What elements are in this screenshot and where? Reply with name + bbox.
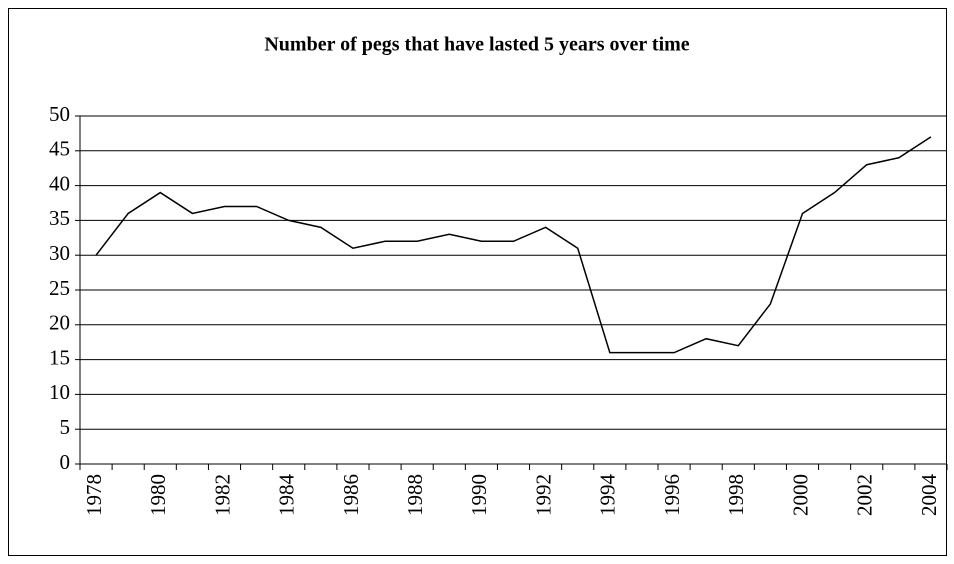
x-tick-label: 1998: [724, 474, 748, 516]
y-tick-label: 15: [49, 345, 70, 369]
x-tick-label: 2000: [788, 474, 812, 516]
x-tick-label: 2004: [917, 474, 941, 517]
y-tick-label: 5: [60, 415, 71, 439]
y-tick-label: 45: [49, 137, 70, 161]
y-tick-label: 35: [49, 206, 70, 230]
y-tick-label: 20: [49, 311, 70, 335]
y-tick-label: 0: [60, 450, 71, 474]
x-tick-label: 1996: [660, 474, 684, 516]
x-tick-label: 1980: [146, 474, 170, 516]
data-line: [95, 136, 932, 354]
x-tick-label: 1978: [82, 474, 106, 516]
y-tick-label: 10: [49, 380, 70, 404]
chart-title: Number of pegs that have lasted 5 years …: [264, 34, 689, 56]
x-tick-label: 1988: [403, 474, 427, 516]
x-tick-label: 1992: [531, 474, 555, 516]
x-tick-label: 2002: [853, 474, 877, 516]
y-tick-label: 40: [49, 171, 70, 195]
x-tick-label: 1994: [596, 474, 620, 517]
y-tick-label: 25: [49, 276, 70, 300]
y-tick-label: 30: [49, 241, 70, 265]
x-tick-label: 1986: [339, 474, 363, 516]
x-tick-label: 1984: [275, 474, 299, 517]
y-tick-label: 50: [49, 102, 70, 126]
x-tick-label: 1990: [467, 474, 491, 516]
x-tick-label: 1982: [210, 474, 234, 516]
chart-border: [8, 8, 947, 556]
